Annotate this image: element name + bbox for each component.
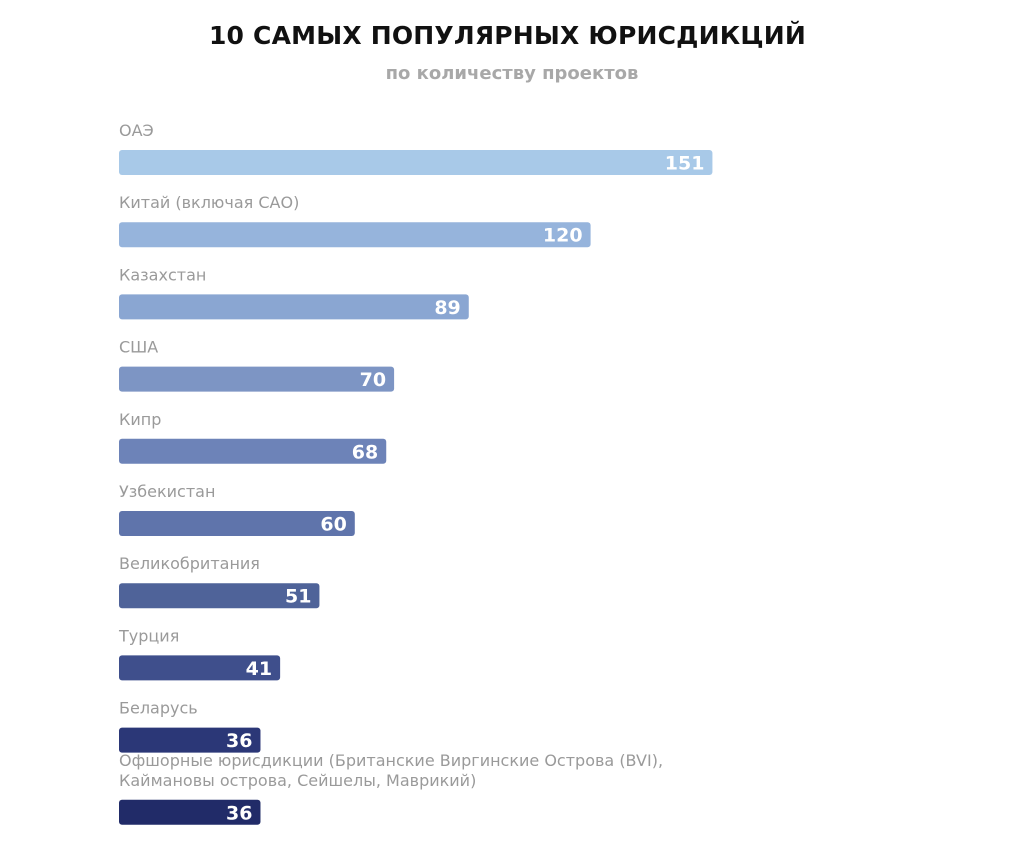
- bar: [119, 294, 469, 320]
- chart-title: 10 САМЫХ ПОПУЛЯРНЫХ ЮРИСДИКЦИЙ: [208, 21, 807, 50]
- bar: [119, 438, 387, 464]
- category-label: ОАЭ: [119, 121, 154, 140]
- value-label: 89: [434, 297, 460, 319]
- bar: [119, 222, 591, 248]
- value-label: 41: [246, 658, 272, 680]
- category-label: Кипр: [119, 410, 161, 429]
- chart-subtitle: по количеству проектов: [385, 63, 639, 84]
- category-label: США: [119, 338, 158, 357]
- category-label: Беларусь: [119, 699, 198, 718]
- value-label: 36: [226, 802, 252, 824]
- value-label: 120: [543, 225, 583, 247]
- category-label: Китай (включая САО): [119, 193, 299, 212]
- bar: [119, 150, 713, 175]
- bar: [119, 655, 281, 681]
- bar: [119, 583, 320, 609]
- value-label: 36: [226, 730, 252, 752]
- category-label: Узбекистан: [119, 482, 215, 501]
- value-label: 151: [665, 153, 705, 175]
- bar: [119, 727, 261, 753]
- value-label: 60: [320, 514, 346, 536]
- category-label: Великобритания: [119, 554, 260, 573]
- category-label: Казахстан: [119, 265, 206, 284]
- category-label: Офшорные юрисдикции (Британские Виргинск…: [119, 751, 663, 790]
- bar: [119, 366, 395, 392]
- category-label: Турция: [118, 626, 179, 645]
- value-label: 68: [352, 441, 378, 463]
- value-label: 51: [285, 586, 311, 608]
- bar: [119, 511, 355, 536]
- bar: [119, 799, 261, 825]
- value-label: 70: [360, 369, 386, 391]
